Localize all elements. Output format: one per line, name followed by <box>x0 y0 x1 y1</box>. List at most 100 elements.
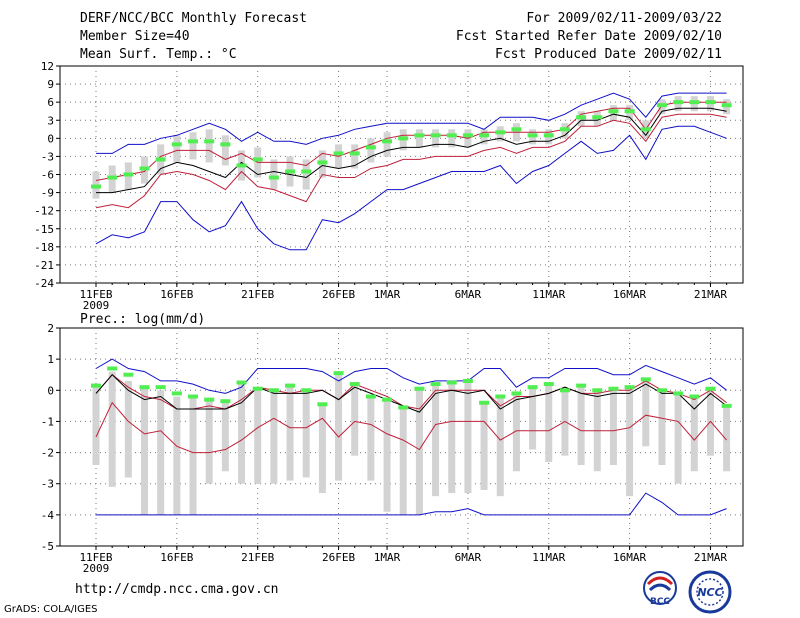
box-bar <box>399 405 407 515</box>
box-bar <box>270 159 278 190</box>
median-marker <box>91 184 101 189</box>
series-line-lower-band <box>95 113 727 209</box>
median-marker <box>689 100 700 105</box>
median-marker <box>349 151 360 156</box>
median-marker <box>91 383 101 388</box>
median-marker <box>171 142 182 147</box>
median-marker <box>592 388 603 393</box>
median-marker <box>705 100 716 105</box>
ncc-logo-text: NCC <box>697 586 722 599</box>
median-marker <box>252 386 263 391</box>
y-tick-label: -3 <box>41 478 54 491</box>
median-marker <box>155 157 166 162</box>
x-tick-label: 21MAR <box>694 288 727 301</box>
chart-title: DERF/NCC/BCC Monthly Forecast <box>80 11 307 26</box>
median-marker <box>495 130 506 135</box>
median-marker <box>123 372 134 377</box>
box-bar <box>415 390 423 515</box>
y-tick-label: -15 <box>34 223 54 236</box>
median-marker <box>123 172 134 177</box>
box-bar <box>496 396 504 497</box>
box-bar <box>124 380 132 478</box>
series-line-upper-band <box>95 374 727 410</box>
box-bar <box>92 384 100 466</box>
box-bar <box>141 387 149 515</box>
x-year-label: 2009 <box>83 299 110 312</box>
y-tick-label: 2 <box>47 322 54 335</box>
median-marker <box>139 385 150 390</box>
box-bar <box>561 390 569 456</box>
box-bar <box>529 387 537 450</box>
box-bar <box>335 374 343 481</box>
box-bar <box>545 384 553 462</box>
median-marker <box>398 405 409 410</box>
x-year-label: 2009 <box>83 562 110 575</box>
median-marker <box>285 383 296 388</box>
box-bar <box>706 390 714 456</box>
box-bar <box>367 138 375 163</box>
y-tick-label: -24 <box>34 277 54 290</box>
median-marker <box>430 133 441 138</box>
box-bar <box>383 132 391 157</box>
median-marker <box>446 380 457 385</box>
box-bar <box>221 402 229 472</box>
x-tick-label: 1MAR <box>374 288 401 301</box>
median-marker <box>107 175 118 180</box>
x-tick-label: 6MAR <box>455 551 482 564</box>
median-marker <box>365 394 376 399</box>
box-bar <box>383 399 391 512</box>
median-marker <box>446 133 457 138</box>
y-tick-label: 0 <box>47 384 54 397</box>
series-line-ensemble-max <box>95 358 727 394</box>
x-tick-label: 26FEB <box>322 551 355 564</box>
box-bar <box>173 396 181 515</box>
median-marker <box>188 394 199 399</box>
precip-panel-title: Prec.: log(mm/d) <box>80 312 205 327</box>
median-marker <box>705 386 716 391</box>
median-marker <box>414 386 425 391</box>
median-marker <box>527 133 538 138</box>
box-bar <box>189 396 197 515</box>
median-marker <box>479 133 490 138</box>
x-tick-label: 16MAR <box>613 288 646 301</box>
box-bar <box>432 384 440 497</box>
median-marker <box>365 145 376 150</box>
bcc-logo-icon: BCC <box>643 571 677 607</box>
x-tick-label: 6MAR <box>455 288 482 301</box>
median-marker <box>656 388 667 393</box>
median-marker <box>656 103 667 108</box>
median-marker <box>382 397 393 402</box>
median-marker <box>204 139 215 144</box>
y-tick-label: 12 <box>41 60 54 73</box>
median-marker <box>252 157 263 162</box>
median-marker <box>592 115 603 120</box>
median-marker <box>171 391 182 396</box>
box-bar <box>205 399 213 484</box>
box-bar <box>432 129 440 148</box>
median-marker <box>624 385 635 390</box>
box-bar <box>238 384 246 484</box>
median-marker <box>640 377 651 382</box>
series-line-ensemble-min <box>95 125 727 251</box>
box-bar <box>351 384 359 456</box>
median-marker <box>268 175 279 180</box>
median-marker <box>608 109 619 114</box>
x-tick-label: 11FEB <box>79 551 112 564</box>
x-tick-label: 21FEB <box>241 551 274 564</box>
box-bar <box>626 387 634 497</box>
website-url[interactable]: http://cmdp.ncc.cma.gov.cn <box>75 582 279 597</box>
median-marker <box>398 136 409 141</box>
median-marker <box>301 388 312 393</box>
box-bar <box>448 384 456 494</box>
y-tick-label: -5 <box>41 540 54 553</box>
median-marker <box>559 127 570 132</box>
y-tick-label: -3 <box>41 150 54 163</box>
median-marker <box>430 382 441 387</box>
box-bar <box>512 393 520 472</box>
x-tick-label: 11MAR <box>532 288 565 301</box>
median-marker <box>527 385 538 390</box>
median-marker <box>721 403 732 408</box>
median-marker <box>608 386 619 391</box>
box-bar <box>254 390 262 484</box>
y-tick-label: -12 <box>34 205 54 218</box>
